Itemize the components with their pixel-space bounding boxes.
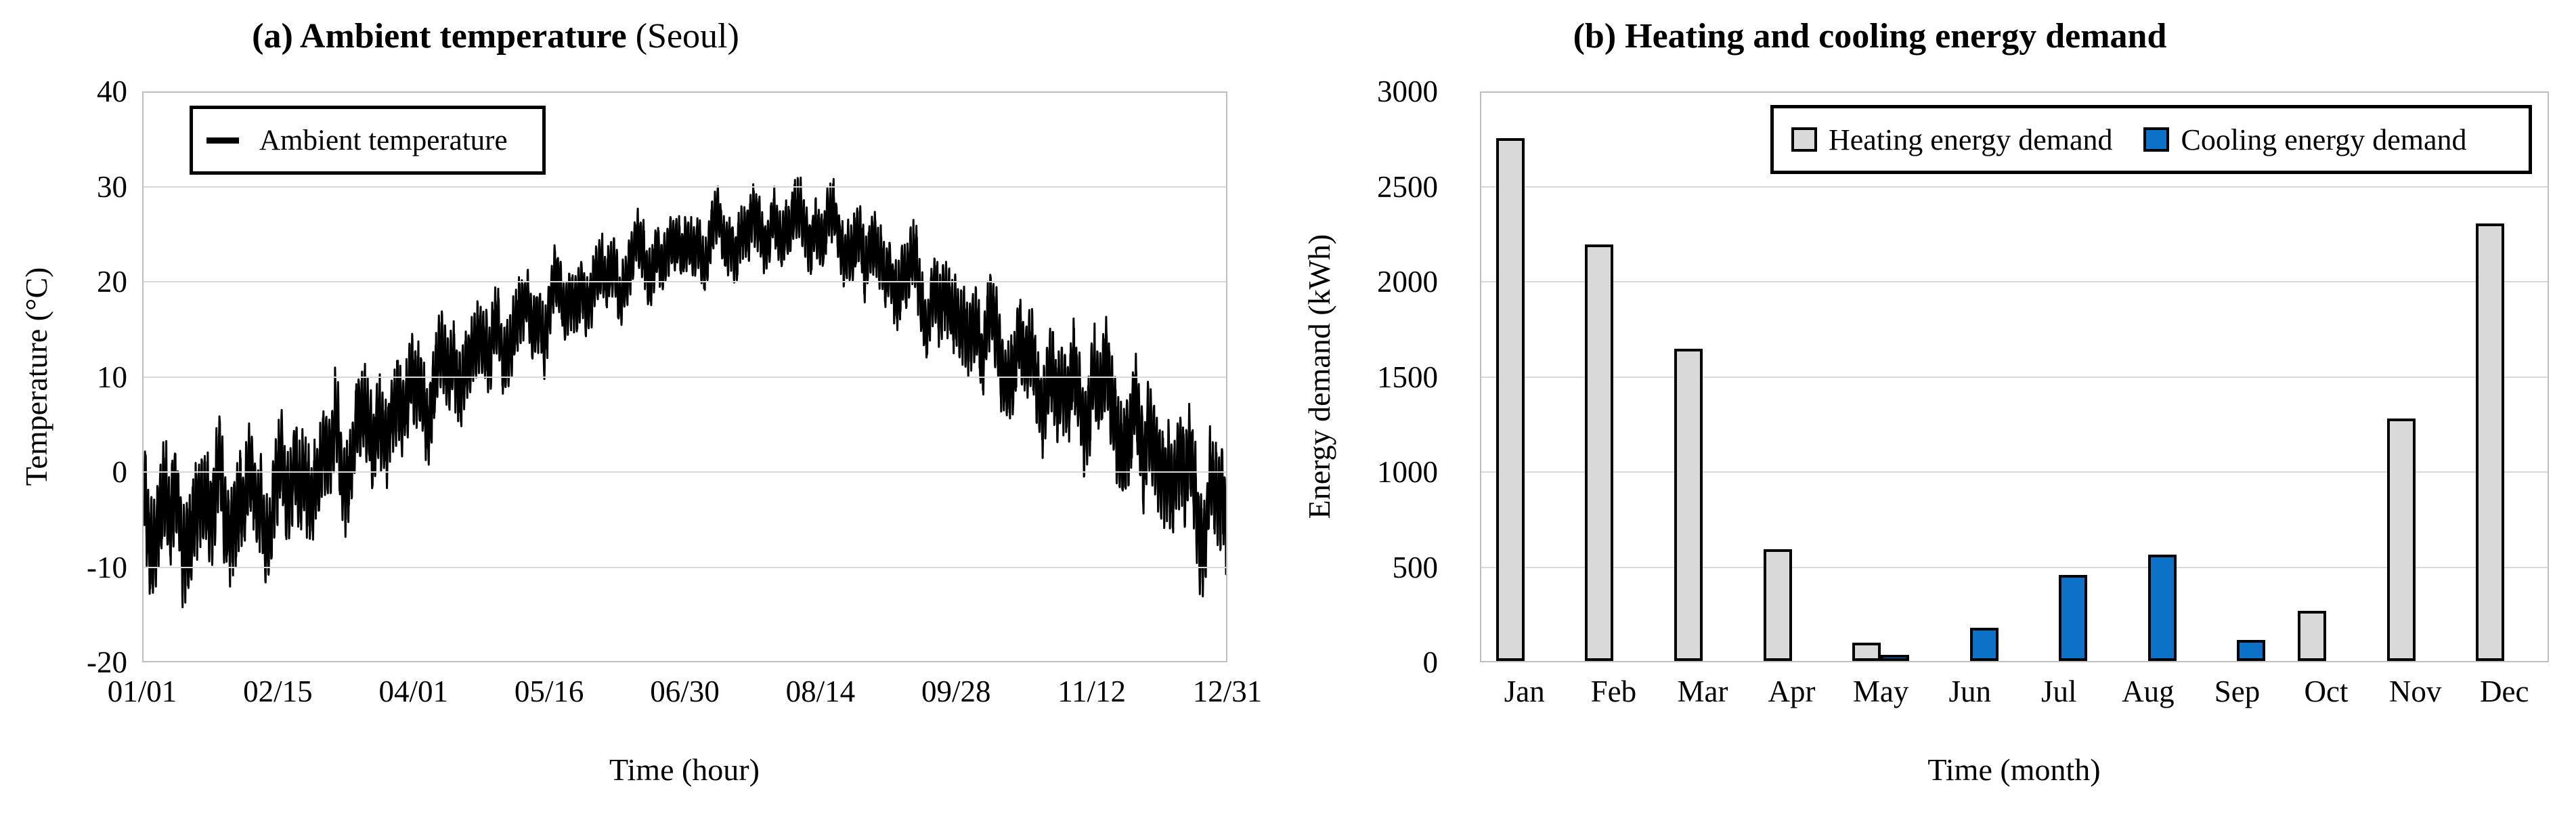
cooling-demand-legend-label: Cooling energy demand bbox=[2181, 123, 2467, 156]
panel-b-legend: Heating energy demand Cooling energy dem… bbox=[1770, 105, 2532, 174]
cooling-demand-bar bbox=[2237, 640, 2266, 661]
month-label: Jan bbox=[1504, 674, 1545, 708]
cooling-demand-bar bbox=[2059, 575, 2088, 661]
heating-legend-entry: Heating energy demand bbox=[1791, 123, 2112, 157]
panel-a-plot-area bbox=[142, 91, 1227, 662]
month-label: Sep bbox=[2214, 674, 2261, 708]
heating-demand-bar bbox=[1585, 244, 1614, 661]
gridline bbox=[1481, 186, 2548, 188]
heating-demand-legend-label: Heating energy demand bbox=[1829, 123, 2113, 156]
y-tick-label: 30 bbox=[97, 169, 127, 204]
cooling-demand-bar bbox=[2147, 555, 2177, 661]
y-tick-label: 40 bbox=[97, 74, 127, 108]
heating-demand-bar bbox=[1763, 549, 1792, 661]
y-tick-label: -20 bbox=[87, 645, 127, 679]
panel-a-title-main: (a) Ambient temperature bbox=[252, 17, 627, 56]
panel-b-x-axis-title: Time (month) bbox=[1927, 752, 2101, 787]
month-label: Oct bbox=[2304, 674, 2349, 708]
month-label: Dec bbox=[2479, 674, 2529, 708]
y-tick-label: 20 bbox=[97, 265, 127, 299]
ambient-temperature-legend-label: Ambient temperature bbox=[259, 124, 508, 156]
heating-demand-swatch bbox=[1791, 127, 1817, 152]
y-tick-label: 500 bbox=[1392, 550, 1439, 584]
panel-a-title-location: (Seoul) bbox=[626, 17, 739, 56]
heating-demand-bar bbox=[2298, 611, 2327, 661]
x-tick-label: 09/28 bbox=[921, 674, 991, 708]
panel-a-title: (a) Ambient temperature (Seoul) bbox=[56, 12, 936, 61]
x-tick-label: 04/01 bbox=[378, 674, 448, 708]
month-label: Apr bbox=[1768, 674, 1816, 708]
gridline bbox=[144, 471, 1226, 473]
y-tick-label: 0 bbox=[112, 455, 128, 489]
cooling-demand-bar bbox=[1969, 628, 1999, 661]
y-tick-label: 3000 bbox=[1377, 74, 1438, 108]
y-tick-label: 2500 bbox=[1377, 169, 1438, 204]
y-tick-label: 2000 bbox=[1377, 265, 1438, 299]
ambient-temperature-line bbox=[144, 176, 1226, 609]
gridline bbox=[1481, 471, 2548, 473]
panel-a-x-axis-title: Time (hour) bbox=[609, 752, 760, 787]
heating-demand-bar bbox=[2476, 223, 2505, 661]
heating-demand-bar bbox=[1496, 138, 1525, 661]
gridline bbox=[144, 186, 1226, 188]
x-tick-label: 02/15 bbox=[243, 674, 313, 708]
temperature-line-chart bbox=[144, 176, 1226, 609]
gridline bbox=[1481, 566, 2548, 568]
y-tick-label: 10 bbox=[97, 360, 127, 394]
month-label: Nov bbox=[2388, 674, 2442, 708]
cooling-legend-entry: Cooling energy demand bbox=[2143, 123, 2466, 157]
y-tick-label: 1500 bbox=[1377, 360, 1438, 394]
cooling-demand-swatch bbox=[2143, 127, 2170, 152]
heating-demand-bar bbox=[2386, 419, 2416, 661]
month-label: Feb bbox=[1590, 674, 1637, 708]
ambient-temperature-line-swatch bbox=[206, 137, 239, 144]
gridline bbox=[1481, 281, 2548, 282]
heating-demand-bar bbox=[1674, 349, 1703, 661]
cooling-demand-bar bbox=[1881, 655, 1910, 661]
y-tick-label: 1000 bbox=[1377, 455, 1438, 489]
month-label: May bbox=[1852, 674, 1909, 708]
month-label: Jul bbox=[2041, 674, 2077, 708]
gridline bbox=[144, 566, 1226, 568]
x-tick-label: 01/01 bbox=[107, 674, 177, 708]
y-tick-label: -10 bbox=[87, 550, 127, 584]
y-tick-label: 0 bbox=[1422, 645, 1439, 679]
x-tick-label: 08/14 bbox=[785, 674, 856, 708]
heating-demand-bar bbox=[1852, 643, 1881, 661]
month-label: Mar bbox=[1677, 674, 1728, 708]
x-tick-label: 12/31 bbox=[1192, 674, 1263, 708]
gridline bbox=[144, 376, 1226, 378]
panel-b-title: (b) Heating and cooling energy demand bbox=[1573, 17, 2167, 56]
gridline bbox=[1481, 376, 2548, 378]
month-label: Aug bbox=[2122, 674, 2175, 708]
month-label: Jun bbox=[1948, 674, 1991, 708]
x-tick-label: 05/16 bbox=[514, 674, 584, 708]
x-tick-label: 06/30 bbox=[650, 674, 720, 708]
panel-a-legend: Ambient temperature bbox=[190, 106, 546, 175]
gridline bbox=[144, 281, 1226, 282]
x-tick-label: 11/12 bbox=[1057, 674, 1127, 708]
panel-b-plot-area bbox=[1480, 91, 2549, 662]
